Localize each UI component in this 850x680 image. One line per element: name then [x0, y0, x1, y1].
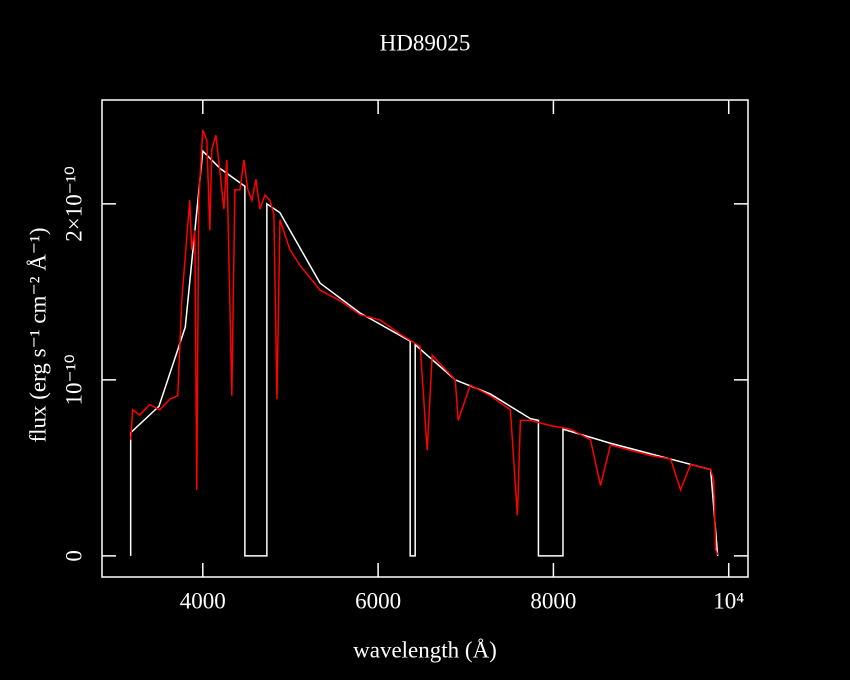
- y-tick-label: 10⁻¹⁰: [61, 354, 86, 405]
- x-tick-label: 4000: [180, 588, 226, 613]
- y-axis-title: flux (erg s⁻¹ cm⁻² Å⁻¹): [25, 227, 50, 442]
- x-tick-label: 8000: [530, 588, 576, 613]
- x-tick-label: 6000: [355, 588, 401, 613]
- x-axis-title: wavelength (Å): [353, 637, 497, 662]
- y-tick-label: 0: [61, 550, 86, 562]
- y-tick-label: 2×10⁻¹⁰: [61, 166, 86, 242]
- plot-frame: [101, 99, 749, 578]
- spectrum-line: [129, 129, 719, 556]
- spectrum-line: [129, 149, 719, 557]
- x-tick-label: 10⁴: [713, 588, 744, 613]
- chart-title: HD89025: [380, 30, 471, 55]
